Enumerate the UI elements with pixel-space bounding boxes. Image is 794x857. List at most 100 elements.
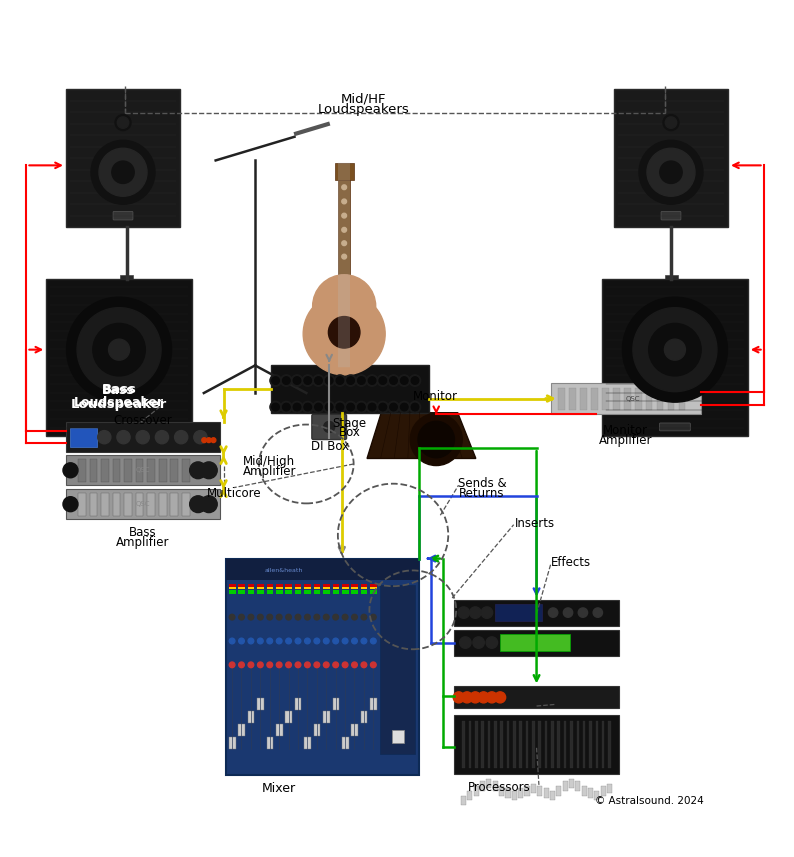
Circle shape (409, 401, 421, 413)
Circle shape (280, 401, 292, 413)
Text: Returns: Returns (458, 487, 504, 500)
Circle shape (229, 662, 235, 668)
Circle shape (649, 323, 701, 376)
Text: Stage: Stage (333, 417, 367, 430)
FancyBboxPatch shape (480, 782, 485, 791)
FancyBboxPatch shape (646, 387, 653, 410)
FancyBboxPatch shape (596, 721, 598, 768)
Circle shape (313, 401, 324, 413)
FancyBboxPatch shape (545, 721, 547, 768)
FancyBboxPatch shape (595, 791, 599, 800)
Circle shape (329, 316, 360, 348)
FancyBboxPatch shape (101, 458, 109, 482)
Circle shape (356, 375, 367, 387)
Circle shape (478, 692, 489, 703)
Text: Effects: Effects (551, 556, 591, 569)
FancyBboxPatch shape (538, 786, 542, 795)
Text: © Astralsound. 2024: © Astralsound. 2024 (595, 795, 703, 806)
FancyBboxPatch shape (495, 604, 542, 621)
Circle shape (387, 375, 399, 387)
FancyBboxPatch shape (276, 724, 283, 736)
Circle shape (371, 662, 376, 668)
FancyBboxPatch shape (544, 788, 549, 798)
Circle shape (314, 404, 322, 411)
Circle shape (352, 638, 357, 644)
FancyBboxPatch shape (360, 592, 368, 595)
FancyBboxPatch shape (314, 592, 320, 595)
Circle shape (190, 496, 206, 512)
FancyBboxPatch shape (257, 584, 264, 586)
FancyBboxPatch shape (248, 590, 254, 592)
Circle shape (341, 255, 346, 259)
Text: Amplifier: Amplifier (116, 536, 169, 549)
Circle shape (368, 404, 376, 411)
FancyBboxPatch shape (370, 590, 377, 592)
FancyBboxPatch shape (333, 584, 339, 586)
Circle shape (63, 463, 78, 478)
Circle shape (341, 213, 346, 218)
FancyBboxPatch shape (453, 600, 619, 626)
FancyBboxPatch shape (657, 387, 664, 410)
FancyBboxPatch shape (323, 711, 330, 723)
Circle shape (333, 614, 338, 620)
Circle shape (379, 404, 387, 411)
FancyBboxPatch shape (304, 590, 311, 592)
Circle shape (291, 401, 303, 413)
Circle shape (302, 401, 314, 413)
Circle shape (665, 117, 676, 129)
FancyBboxPatch shape (500, 721, 503, 768)
FancyBboxPatch shape (182, 493, 190, 516)
FancyBboxPatch shape (295, 587, 302, 589)
FancyBboxPatch shape (90, 493, 98, 516)
FancyBboxPatch shape (525, 786, 530, 795)
FancyBboxPatch shape (325, 359, 364, 367)
FancyBboxPatch shape (295, 698, 302, 710)
FancyBboxPatch shape (493, 782, 498, 791)
FancyBboxPatch shape (602, 721, 604, 768)
FancyBboxPatch shape (634, 387, 642, 410)
FancyBboxPatch shape (271, 365, 429, 413)
FancyBboxPatch shape (304, 738, 311, 749)
Text: Sends &: Sends & (458, 477, 507, 490)
Circle shape (77, 308, 161, 392)
Circle shape (334, 401, 345, 413)
FancyBboxPatch shape (314, 587, 320, 589)
FancyBboxPatch shape (582, 786, 587, 795)
Circle shape (663, 115, 679, 130)
Circle shape (286, 638, 291, 644)
FancyBboxPatch shape (46, 279, 192, 436)
Circle shape (99, 148, 147, 196)
Circle shape (280, 375, 292, 387)
FancyBboxPatch shape (557, 721, 560, 768)
FancyBboxPatch shape (238, 587, 245, 589)
FancyBboxPatch shape (608, 721, 611, 768)
Text: Inserts: Inserts (515, 517, 555, 530)
FancyBboxPatch shape (238, 584, 245, 586)
Circle shape (291, 375, 303, 387)
FancyBboxPatch shape (323, 592, 330, 595)
FancyBboxPatch shape (453, 630, 619, 656)
FancyBboxPatch shape (333, 587, 339, 589)
Circle shape (293, 377, 301, 384)
FancyBboxPatch shape (304, 592, 311, 595)
FancyBboxPatch shape (104, 423, 134, 431)
Circle shape (333, 638, 338, 644)
Circle shape (63, 497, 78, 512)
Circle shape (295, 614, 301, 620)
FancyBboxPatch shape (314, 584, 320, 586)
Circle shape (323, 401, 335, 413)
FancyBboxPatch shape (229, 584, 236, 586)
FancyBboxPatch shape (513, 721, 515, 768)
FancyBboxPatch shape (125, 458, 132, 482)
Circle shape (270, 375, 281, 387)
FancyBboxPatch shape (66, 89, 180, 227)
Circle shape (470, 692, 481, 703)
Circle shape (347, 377, 354, 384)
Circle shape (460, 637, 471, 648)
Circle shape (200, 496, 218, 512)
Circle shape (272, 404, 279, 411)
Circle shape (341, 199, 346, 204)
Circle shape (156, 430, 168, 444)
FancyBboxPatch shape (342, 738, 349, 749)
FancyBboxPatch shape (588, 788, 593, 798)
